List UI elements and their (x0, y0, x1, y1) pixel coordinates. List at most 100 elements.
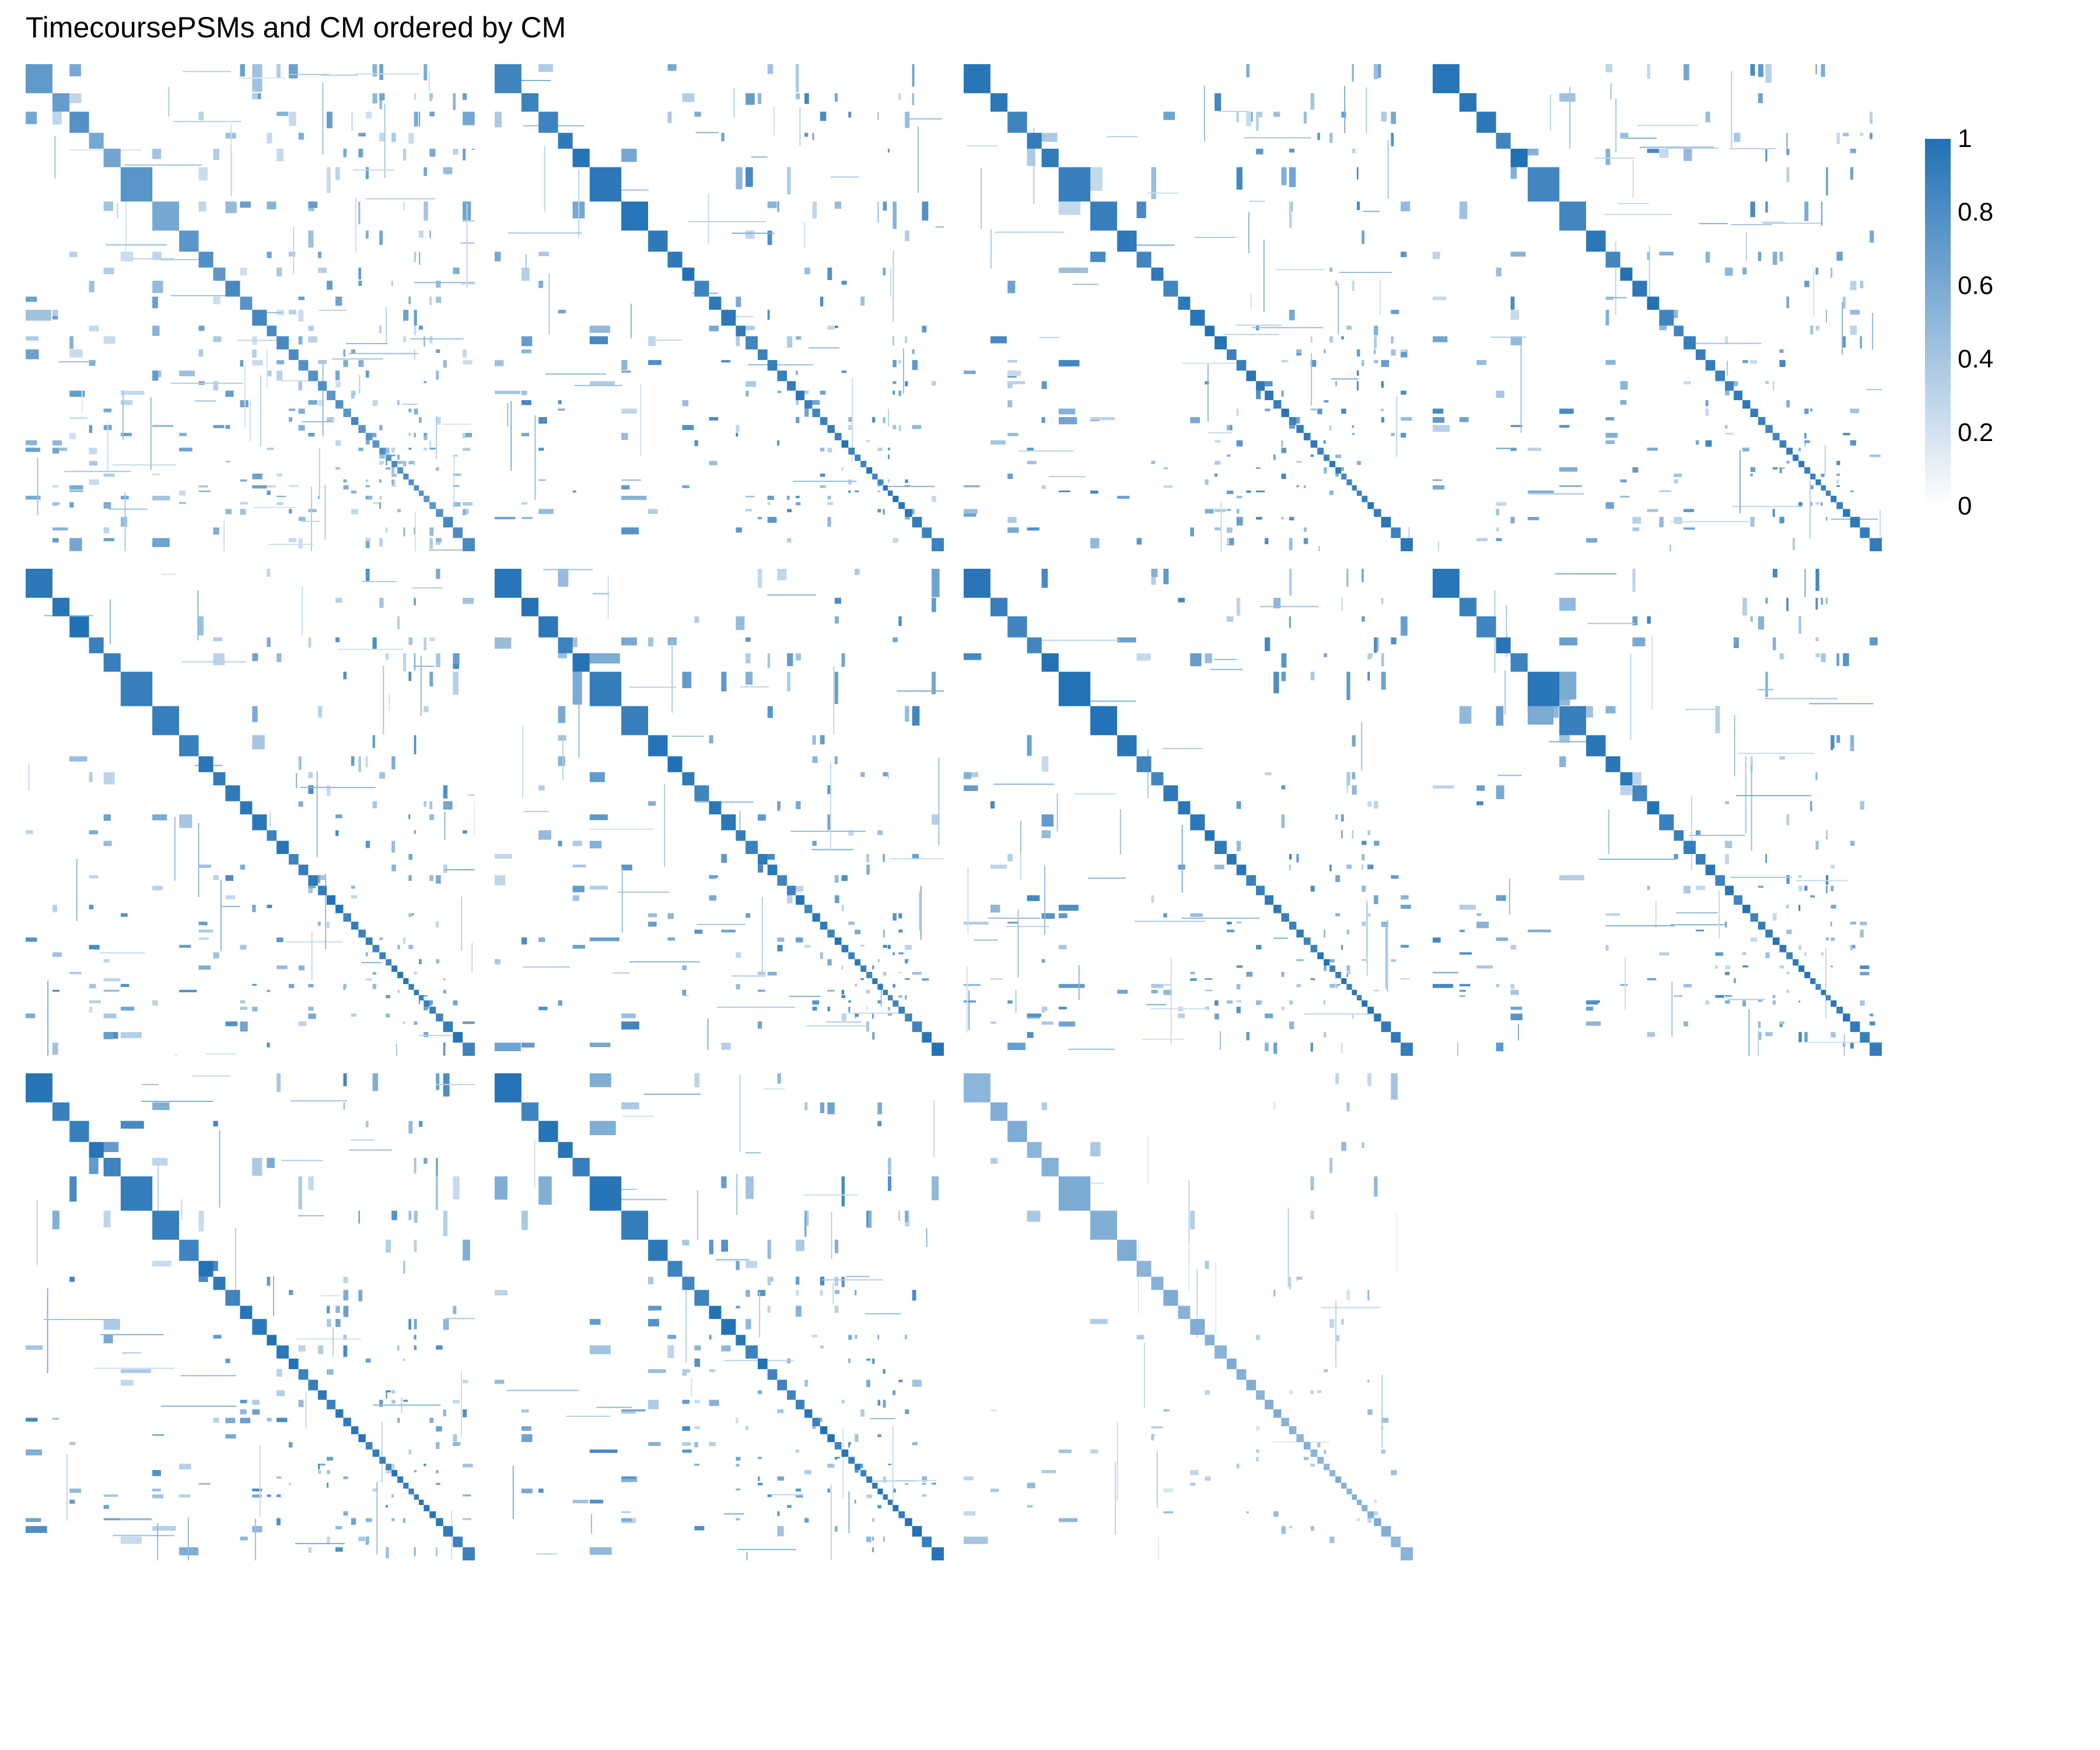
offdiag-cell (1810, 502, 1812, 506)
offdiag-cell (1459, 929, 1465, 933)
offdiag-cell (1725, 972, 1730, 975)
offdiag-line (1731, 224, 1772, 225)
offdiag-cell (709, 875, 718, 878)
offdiag-cell (1303, 1457, 1309, 1461)
offdiag-line (534, 415, 536, 500)
offdiag-cell (892, 390, 895, 395)
offdiag-cell (429, 230, 431, 238)
offdiag-cell (1758, 1021, 1761, 1028)
offdiag-line (1188, 1242, 1189, 1292)
offdiag-cell (289, 1482, 291, 1485)
offdiag-line (197, 590, 199, 640)
offdiag-cell (1510, 336, 1522, 345)
diagonal-block (1214, 336, 1227, 349)
offdiag-cell (403, 527, 405, 537)
diagonal-block (905, 1013, 912, 1022)
offdiag-cell (1510, 984, 1514, 989)
offdiag-line (113, 464, 177, 466)
offdiag-line (237, 340, 292, 341)
offdiag-cell (812, 735, 816, 745)
offdiag-cell (1374, 989, 1380, 992)
offdiag-cell (429, 538, 433, 549)
diagonal-block (1317, 447, 1324, 455)
diagonal-block (1779, 944, 1787, 953)
offdiag-cell (419, 1000, 420, 1005)
offdiag-cell (898, 425, 901, 432)
offdiag-cell (267, 637, 271, 648)
offdiag-cell (1041, 1470, 1056, 1474)
offdiag-cell (1433, 296, 1447, 300)
offdiag-cell (408, 854, 412, 860)
diagonal-block (1705, 360, 1716, 371)
offdiag-cell (289, 1442, 293, 1448)
offdiag-cell (1357, 461, 1362, 466)
offdiag-cell (1335, 875, 1340, 882)
offdiag-cell (812, 1006, 817, 1011)
offdiag-cell (1329, 959, 1335, 963)
diagonal-block (538, 111, 558, 133)
offdiag-cell (308, 509, 317, 512)
offdiag-line (1740, 450, 1741, 513)
offdiag-cell (213, 1335, 222, 1339)
offdiag-cell (414, 972, 417, 975)
diagonal-block (1367, 1511, 1374, 1518)
offdiag-cell (403, 1359, 405, 1362)
offdiag-cell (1041, 569, 1048, 588)
offdiag-cell (888, 454, 890, 460)
offdiag-cell (335, 440, 341, 446)
offdiag-cell (1605, 706, 1616, 713)
offdiag-cell (1281, 360, 1289, 363)
offdiag-line (1732, 506, 1803, 508)
offdiag-cell (414, 111, 418, 127)
offdiag-cell (1510, 310, 1519, 320)
offdiag-line (926, 1228, 928, 1247)
offdiag-cell (1236, 509, 1240, 514)
offdiag-cell (1742, 447, 1749, 452)
offdiag-cell (883, 944, 887, 948)
offdiag-cell (1559, 637, 1577, 646)
offdiag-cell (298, 1399, 304, 1408)
offdiag-cell (495, 517, 516, 520)
diagonal-block (1190, 814, 1205, 831)
offdiag-cell (152, 538, 170, 547)
offdiag-cell (912, 1380, 922, 1387)
offdiag-cell (1273, 1290, 1276, 1297)
offdiag-cell (990, 905, 1000, 913)
diagonal-block (1346, 479, 1352, 485)
diagonal-block (1605, 756, 1620, 772)
offdiag-line (630, 303, 632, 338)
offdiag-cell (240, 509, 246, 515)
offdiag-cell (1058, 1006, 1067, 1010)
offdiag-cell (1246, 111, 1252, 127)
diagonal-block (1684, 336, 1696, 349)
offdiag-cell (198, 1276, 208, 1282)
diagonal-block (538, 616, 558, 638)
offdiag-line (1504, 670, 1506, 715)
offdiag-cell (1303, 111, 1307, 124)
offdiag-cell (1674, 479, 1678, 484)
offdiag-cell (1779, 251, 1783, 261)
diagonal-block (827, 929, 835, 938)
offdiag-line (237, 77, 285, 79)
offdiag-cell (1289, 569, 1292, 596)
offdiag-line (1587, 622, 1635, 624)
offdiag-cell (429, 93, 432, 102)
offdiag-cell (397, 616, 400, 629)
diagonal-block (1381, 517, 1391, 528)
offdiag-cell (912, 706, 920, 726)
diagonal-block (198, 251, 214, 268)
offdiag-cell (1605, 148, 1611, 165)
offdiag-cell (69, 417, 88, 419)
diagonal-block (1826, 995, 1831, 1000)
offdiag-cell (289, 111, 296, 126)
offdiag-cell (787, 495, 790, 500)
offdiag-cell (120, 913, 128, 917)
offdiag-cell (1335, 381, 1337, 386)
diagonal-block (1734, 390, 1743, 400)
offdiag-cell (358, 148, 363, 158)
offdiag-cell (103, 1142, 119, 1152)
diagonal-block (721, 814, 736, 831)
offdiag-cell (152, 296, 158, 309)
offdiag-cell (1190, 1470, 1199, 1475)
offdiag-line (1387, 920, 1388, 992)
